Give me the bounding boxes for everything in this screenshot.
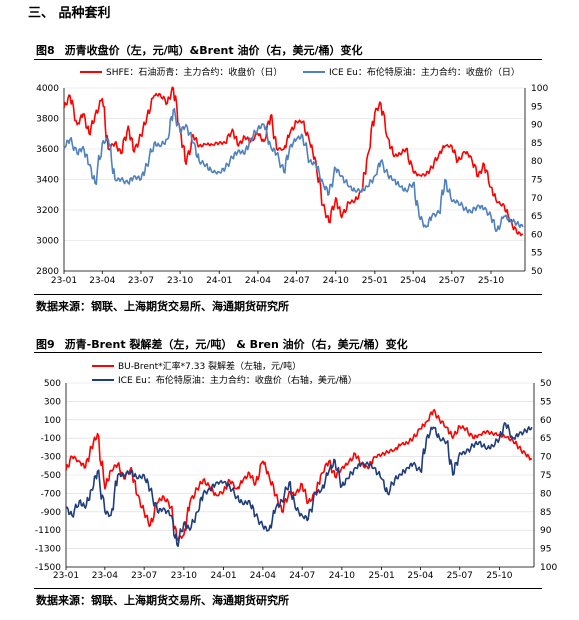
fig9-chart: -1500 -1300 -1100 -900 -700 -500 -300 -100 100 30… — [35, 360, 558, 581]
y-left-tick-label: 300 — [44, 397, 61, 407]
y-left-tick-label: -1500 — [35, 563, 61, 573]
y-left-tick-label: 500 — [44, 379, 61, 389]
y-left-tick-label: 3600 — [36, 145, 59, 155]
x-tick-label: 23-01 — [51, 276, 77, 286]
y-left-tick-label: -100 — [41, 434, 62, 444]
y-right-tick-label: 90 — [531, 121, 543, 131]
y-right-tick-label: 95 — [540, 545, 551, 555]
fig8-title: 图8 沥青收盘价（左，元/吨）&Brent 油价（右，美元/桶）变化 — [36, 42, 362, 58]
y-right-tick-label: 100 — [540, 563, 557, 573]
y-right-tick-label: 60 — [531, 230, 543, 240]
x-tick-label: 24-01 — [206, 276, 232, 286]
fig9-axes: -1500 -1300 -1100 -900 -700 -500 -300 -100 100 30… — [35, 379, 558, 581]
y-left-tick-label: 3400 — [36, 176, 59, 186]
x-tick-label: 23-07 — [128, 276, 154, 286]
legend-label-2: ICE Eu：布伦特原油：主力合约：收盘价（日） — [329, 66, 520, 78]
x-tick-label: 25-10 — [486, 571, 512, 581]
y-left-tick-label: 3000 — [36, 237, 59, 247]
fig9-source: 数据来源：钢联、上海期货交易所、海通期货研究所 — [36, 594, 289, 607]
y-right-tick-label: 100 — [531, 84, 548, 94]
y-right-tick-label: 50 — [531, 267, 543, 277]
fig8-series — [63, 86, 524, 237]
y-left-tick-label: 100 — [44, 416, 61, 426]
legend-label-1: BU-Brent*汇率*7.33 裂解差（左轴，元/吨） — [118, 360, 301, 372]
series-line-1 — [65, 408, 533, 541]
fig9-legend: BU-Brent*汇率*7.33 裂解差（左轴，元/吨） ICE Eu：布伦特原油… — [92, 360, 357, 386]
y-right-tick-label: 85 — [531, 139, 542, 149]
x-tick-label: 24-10 — [329, 571, 355, 581]
fig8-label: 图8 — [36, 44, 55, 57]
section-title: 三、 品种套利 — [28, 6, 111, 21]
y-right-tick-label: 95 — [531, 102, 542, 112]
series-line-2 — [65, 422, 533, 548]
y-right-tick-label: 85 — [540, 508, 551, 518]
legend-label-1: SHFE：石油沥青：主力合约：收盘价（日） — [106, 66, 282, 78]
y-right-tick-label: 80 — [531, 157, 543, 167]
x-tick-label: 23-04 — [92, 571, 118, 581]
fig8-title-text: 沥青收盘价（左，元/吨）&Brent 油价（右，美元/桶）变化 — [64, 44, 363, 57]
y-left-tick-label: -300 — [41, 453, 62, 463]
fig9-bottom-rule — [34, 588, 542, 589]
y-right-tick-label: 50 — [540, 379, 552, 389]
x-tick-label: 23-07 — [131, 571, 157, 581]
fig9-title-text: 沥青-Brent 裂解差（左，元/吨） & Bren 油价（右，美元/桶）变化 — [64, 338, 408, 351]
x-tick-label: 25-07 — [439, 276, 465, 286]
x-tick-label: 24-04 — [250, 571, 276, 581]
y-right-tick-label: 70 — [531, 194, 543, 204]
fig8-source: 数据来源：钢联、上海期货交易所、海通期货研究所 — [36, 300, 289, 313]
fig9-title: 图9 沥青-Brent 裂解差（左，元/吨） & Bren 油价（右，美元/桶）变… — [36, 336, 408, 352]
y-right-tick-label: 90 — [540, 526, 552, 536]
y-right-tick-label: 55 — [540, 397, 551, 407]
y-right-tick-label: 60 — [540, 416, 552, 426]
series-line-1 — [63, 86, 524, 237]
y-left-tick-label: -500 — [41, 471, 62, 481]
y-right-tick-label: 70 — [540, 453, 552, 463]
y-left-tick-label: 2800 — [36, 267, 59, 277]
y-left-tick-label: 3200 — [36, 206, 59, 216]
x-tick-label: 23-10 — [167, 276, 193, 286]
y-left-tick-label: 3800 — [36, 115, 59, 125]
x-tick-label: 24-04 — [245, 276, 271, 286]
fig9-series — [65, 408, 533, 548]
fig9-top-rule — [34, 352, 542, 353]
fig8-chart: 2800 3000 3200 3400 3600 3800 4000 50 55 60 65 70 75… — [36, 66, 548, 286]
series-line-2 — [63, 107, 524, 233]
fig8-legend: SHFE：石油沥青：主力合约：收盘价（日） ICE Eu：布伦特原油：主力合约：收… — [80, 66, 520, 78]
x-tick-label: 25-04 — [407, 571, 433, 581]
y-left-tick-label: -1300 — [35, 545, 61, 555]
y-left-tick-label: -900 — [41, 508, 62, 518]
fig8-top-rule — [34, 59, 542, 60]
x-tick-label: 25-01 — [369, 571, 395, 581]
y-right-tick-label: 75 — [540, 471, 551, 481]
y-right-tick-label: 75 — [531, 176, 542, 186]
x-tick-label: 25-10 — [478, 276, 504, 286]
x-tick-label: 24-07 — [289, 571, 315, 581]
x-tick-label: 24-10 — [323, 276, 349, 286]
y-right-tick-label: 80 — [540, 489, 552, 499]
x-tick-label: 25-01 — [362, 276, 388, 286]
x-tick-label: 25-04 — [400, 276, 426, 286]
y-left-tick-label: 4000 — [36, 84, 59, 94]
y-left-tick-label: -700 — [41, 489, 62, 499]
legend-label-2: ICE Eu：布伦特原油：主力合约：收盘价（右轴，美元/桶） — [118, 374, 357, 386]
x-tick-label: 23-04 — [89, 276, 115, 286]
x-tick-label: 24-07 — [284, 276, 310, 286]
y-right-tick-label: 65 — [531, 212, 542, 222]
x-tick-label: 24-01 — [211, 571, 237, 581]
fig8-axes: 2800 3000 3200 3400 3600 3800 4000 50 55 60 65 70 75… — [36, 84, 548, 286]
y-right-tick-label: 65 — [540, 434, 551, 444]
fig8-bottom-rule — [34, 294, 542, 295]
x-tick-label: 25-07 — [447, 571, 473, 581]
y-left-tick-label: -1100 — [35, 526, 61, 536]
x-tick-label: 23-10 — [171, 571, 197, 581]
y-right-tick-label: 55 — [531, 249, 542, 259]
x-tick-label: 23-01 — [53, 571, 79, 581]
fig9-label: 图9 — [36, 338, 55, 351]
